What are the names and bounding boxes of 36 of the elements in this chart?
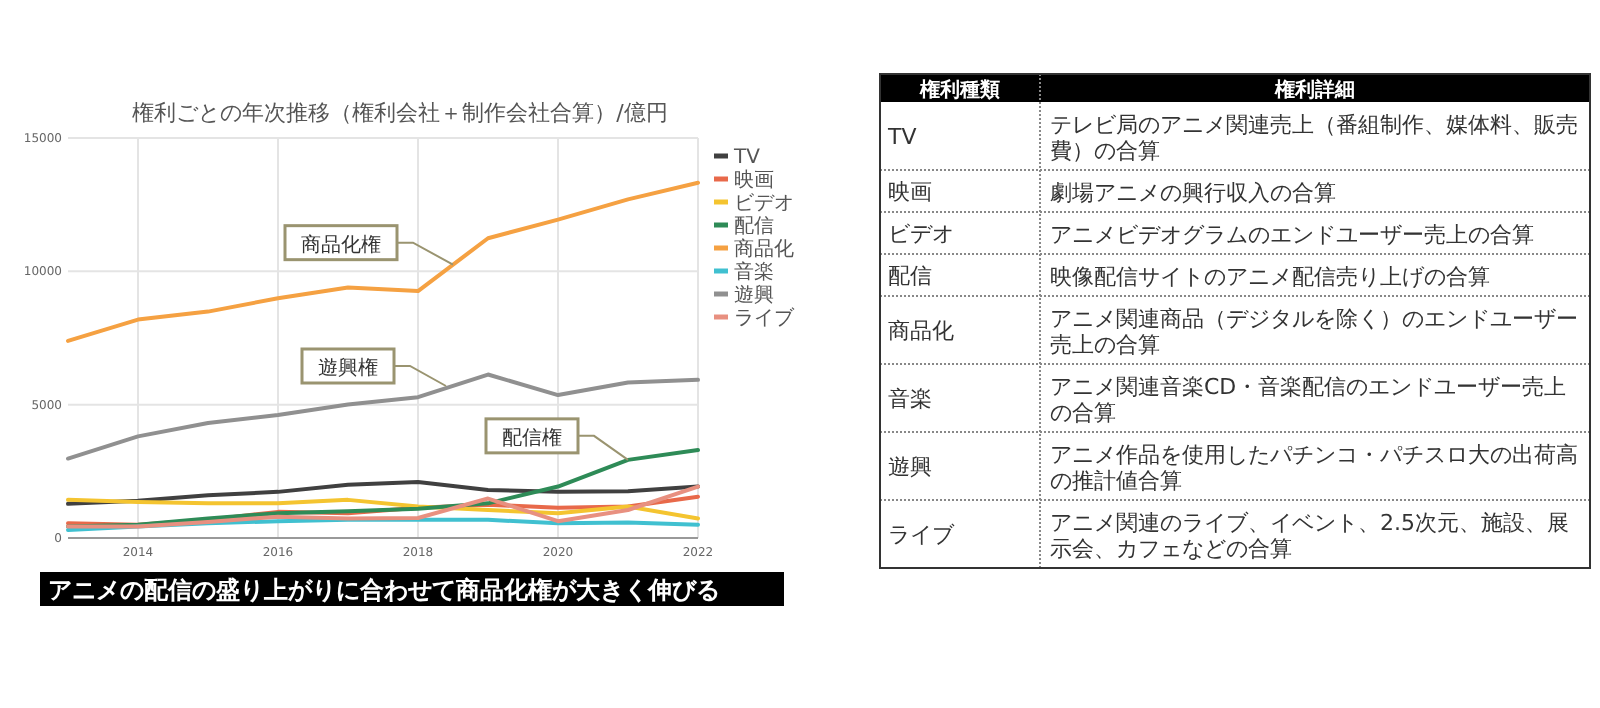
category-label: 音楽	[888, 386, 932, 412]
text: テレビ局のアニメ関連売上（番組制作、媒体料、販売費）の合算	[1050, 112, 1578, 164]
text: 劇場アニメの興行収入の合算	[1050, 180, 1336, 206]
legend-label: 音楽	[734, 260, 774, 284]
legend-label: ビデオ	[734, 193, 794, 215]
legend-label: 配信	[734, 214, 774, 238]
legend-label: ライブ	[734, 306, 796, 330]
line-series	[66, 480, 700, 506]
category-label: 商品化	[888, 318, 954, 344]
annotation: 配信権	[502, 425, 562, 450]
text: アニメ関連音楽CD・音楽配信のエンドユーザー売上の合算	[1050, 374, 1567, 426]
legend-label: 商品化	[734, 237, 794, 261]
annotation: 遊興権	[318, 356, 378, 380]
legend-label: TV	[732, 147, 761, 169]
category-label: 遊興	[888, 454, 932, 480]
text: アニメ関連のライブ、イベント、2.5次元、施設、展示会、カフェなどの合算	[1050, 510, 1569, 562]
line-series	[66, 497, 700, 521]
text: アニメの配信の盛り上がりに合わせて商品化権が大きく伸びる	[48, 576, 720, 604]
text: アニメ作品を使用したパチンコ・パチスロ大の出荷高の推計値合算	[1050, 442, 1578, 494]
legend-label: 遊興	[734, 283, 774, 307]
text: アニメ関連商品（デジタルを除く）のエンドユーザー売上の合算	[1050, 306, 1578, 358]
category-label: 配信	[888, 263, 932, 289]
text: アニメビデオグラムのエンドユーザー売上の合算	[1050, 222, 1534, 248]
legend-label: 映画	[734, 168, 774, 192]
category-label: ライブ	[888, 522, 954, 548]
annotation: 商品化権	[301, 232, 381, 257]
category-label: ビデオ	[888, 221, 954, 247]
category-label: 映画	[888, 179, 932, 205]
category-label: TV	[888, 124, 917, 150]
line-series	[66, 484, 700, 529]
text: 映像配信サイトのアニメ配信売り上げの合算	[1050, 264, 1490, 290]
category-label: 権利詳細	[1273, 78, 1355, 102]
line-series	[66, 448, 700, 529]
chart-title: 権利ごとの年次推移（権利会社＋制作会社合算）/億円	[132, 100, 668, 126]
line-series	[66, 180, 700, 343]
category-label: 権利種類	[918, 78, 1000, 102]
